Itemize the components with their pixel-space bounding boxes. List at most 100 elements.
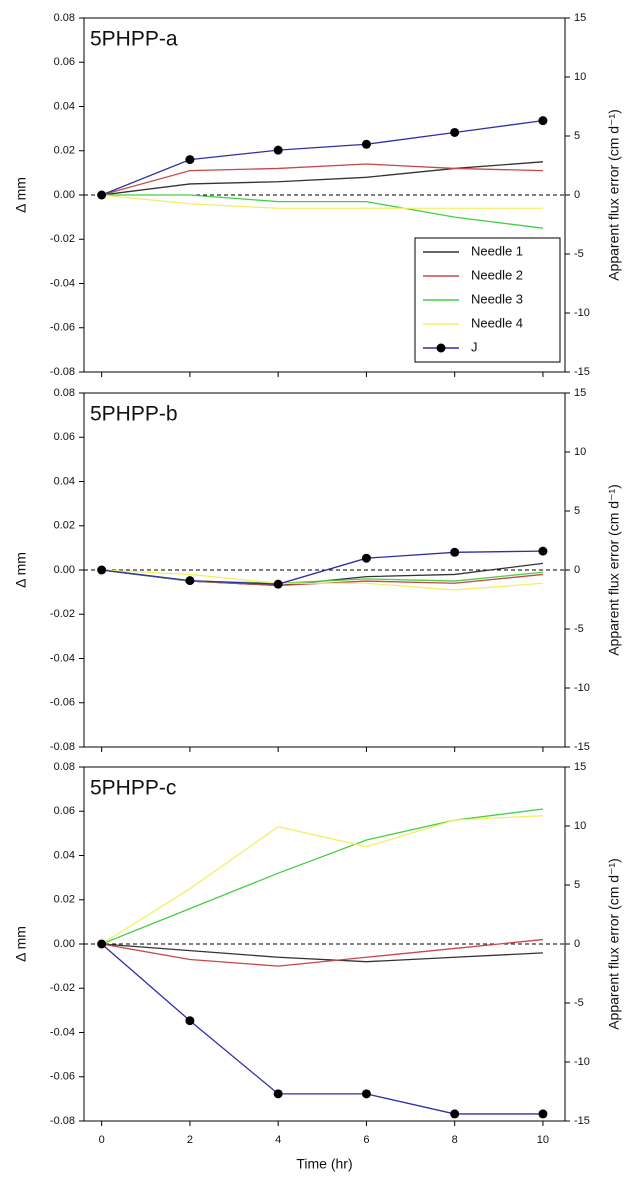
panel-title: 5PHPP-c — [90, 777, 176, 800]
y-tick-label: -0.02 — [50, 608, 75, 620]
series-line — [101, 943, 543, 963]
y-tick-label: -0.04 — [50, 1026, 75, 1038]
panel-title: 5PHPP-b — [90, 403, 178, 426]
legend: Needle 1 Needle 2 Needle 3 Needle 4 J — [414, 237, 561, 363]
x-tick-label: 8 — [452, 1134, 458, 1146]
data-point — [273, 145, 283, 155]
y2-tick-label: -5 — [574, 997, 584, 1009]
legend-label: Needle 3 — [471, 291, 523, 306]
y2-tick-label: -10 — [574, 682, 590, 694]
y-axis-label: Δ mm — [13, 926, 29, 962]
y-axis-label: Δ mm — [13, 552, 29, 588]
series-line — [101, 808, 544, 945]
panel-title: 5PHPP-a — [90, 28, 178, 51]
y2-axis-label: Apparent flux error (cm d⁻¹) — [606, 858, 622, 1030]
series-line — [101, 815, 543, 945]
data-point — [185, 576, 195, 586]
series-line — [101, 120, 544, 196]
data-point — [185, 155, 195, 165]
legend-marker — [436, 343, 446, 353]
data-point — [538, 1109, 548, 1119]
y2-tick-label: -5 — [574, 248, 584, 260]
y-tick-label: -0.02 — [50, 233, 75, 245]
data-point — [361, 1089, 371, 1099]
y2-tick-label: 10 — [574, 820, 586, 832]
data-point — [273, 1089, 283, 1099]
y2-tick-label: 0 — [574, 938, 580, 950]
data-point — [97, 190, 107, 200]
y-tick-label: -0.08 — [50, 366, 75, 378]
data-point — [450, 547, 460, 557]
y2-tick-label: 15 — [574, 761, 586, 773]
panel: -0.08 -0.06 -0.04 -0.02 0.00 0.02 0.04 0.06 0.08… — [13, 12, 622, 378]
data-point — [97, 565, 107, 575]
legend-label: Needle 4 — [471, 315, 523, 330]
y2-tick-label: 10 — [574, 446, 586, 458]
y-tick-label: -0.06 — [50, 697, 75, 709]
y-tick-label: 0.02 — [54, 145, 75, 157]
data-point — [361, 553, 371, 563]
y-tick-label: 0.02 — [54, 894, 75, 906]
y-tick-label: 0.00 — [54, 938, 75, 950]
series-line — [101, 562, 544, 587]
series-line — [101, 161, 543, 196]
y-tick-label: -0.08 — [50, 1115, 75, 1127]
x-axis-label: Time (hr) — [296, 1156, 352, 1172]
data-point — [538, 116, 548, 126]
y2-tick-label: -10 — [574, 307, 590, 319]
y2-tick-label: 15 — [574, 387, 586, 399]
y2-tick-label: -15 — [574, 366, 590, 378]
series-line — [101, 569, 543, 591]
series-line — [101, 194, 544, 229]
y-tick-label: 0.00 — [54, 189, 75, 201]
data-point — [185, 1016, 195, 1026]
series-line — [101, 938, 544, 967]
y-tick-label: 0.06 — [54, 56, 75, 68]
series-line — [101, 163, 543, 196]
data-point — [538, 546, 548, 556]
y-tick-label: 0.08 — [54, 387, 75, 399]
y-tick-label: -0.08 — [50, 741, 75, 753]
y-tick-label: 0.02 — [54, 520, 75, 532]
y2-tick-label: 0 — [574, 564, 580, 576]
y-tick-label: -0.06 — [50, 322, 75, 334]
x-tick-label: 0 — [99, 1134, 105, 1146]
x-tick-label: 6 — [363, 1134, 369, 1146]
y-tick-label: 0.06 — [54, 805, 75, 817]
y2-tick-label: -15 — [574, 741, 590, 753]
y-tick-label: 0.04 — [54, 100, 75, 112]
y-tick-label: 0.08 — [54, 12, 75, 24]
y-tick-label: 0.08 — [54, 761, 75, 773]
legend-box — [414, 237, 561, 363]
y-tick-label: -0.04 — [50, 277, 75, 289]
y2-tick-label: 5 — [574, 879, 580, 891]
series-line — [101, 194, 543, 209]
data-point — [97, 939, 107, 949]
y-tick-label: 0.06 — [54, 431, 75, 443]
y-axis-label: Δ mm — [13, 177, 29, 213]
y2-tick-label: 15 — [574, 12, 586, 24]
y2-tick-label: 10 — [574, 71, 586, 83]
series-line — [101, 943, 543, 1115]
y-tick-label: 0.00 — [54, 564, 75, 576]
y2-tick-label: 0 — [574, 189, 580, 201]
y2-axis-label: Apparent flux error (cm d⁻¹) — [606, 109, 622, 281]
panel: -0.08 -0.06 -0.04 -0.02 0.00 0.02 0.04 0.06 0.08… — [13, 387, 622, 753]
data-point — [450, 1109, 460, 1119]
x-tick-label: 4 — [275, 1134, 281, 1146]
y2-tick-label: 5 — [574, 505, 580, 517]
y-tick-label: -0.06 — [50, 1071, 75, 1083]
data-point — [273, 579, 283, 589]
y-tick-label: -0.02 — [50, 982, 75, 994]
y2-tick-label: -5 — [574, 623, 584, 635]
y2-tick-label: 5 — [574, 130, 580, 142]
data-point — [450, 127, 460, 137]
legend-label: J — [471, 339, 478, 354]
legend-label: Needle 2 — [471, 267, 523, 282]
x-tick-label: 2 — [187, 1134, 193, 1146]
y2-tick-label: -10 — [574, 1056, 590, 1068]
y-tick-label: 0.04 — [54, 475, 75, 487]
y-tick-label: -0.04 — [50, 652, 75, 664]
y-tick-label: 0.04 — [54, 849, 75, 861]
